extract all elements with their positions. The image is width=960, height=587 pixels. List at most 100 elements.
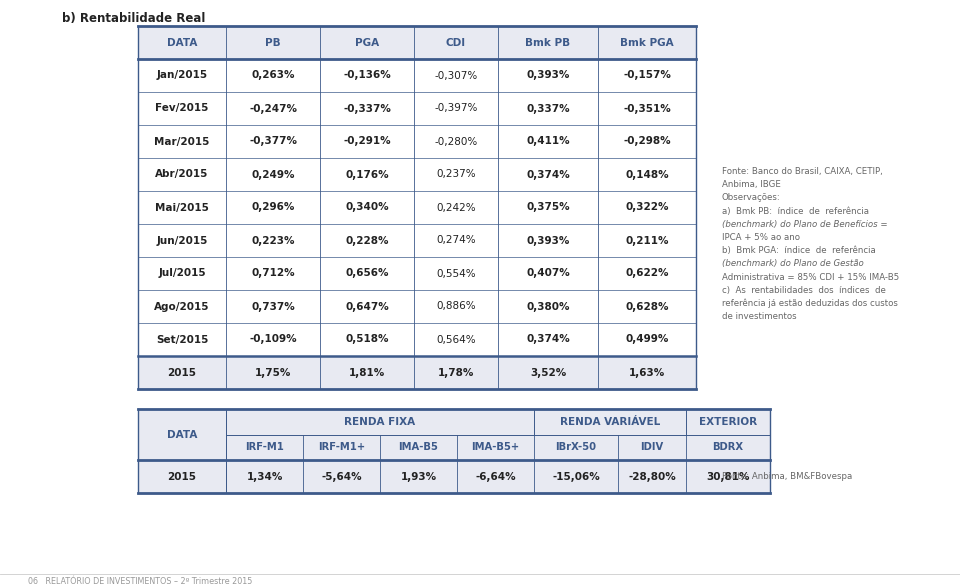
Text: (benchmark) do Plano de Benefícios =: (benchmark) do Plano de Benefícios = xyxy=(722,220,888,229)
Text: 3,52%: 3,52% xyxy=(530,367,566,377)
Text: 0,340%: 0,340% xyxy=(346,203,389,212)
Text: Set/2015: Set/2015 xyxy=(156,335,208,345)
Text: 0,622%: 0,622% xyxy=(625,268,669,278)
Text: 0,223%: 0,223% xyxy=(252,235,295,245)
Text: -0,136%: -0,136% xyxy=(343,70,391,80)
Text: 0,228%: 0,228% xyxy=(346,235,389,245)
Bar xyxy=(226,435,770,460)
Bar xyxy=(138,409,226,460)
Bar xyxy=(138,26,696,59)
Text: b)  Bmk PGA:  índice  de  referência: b) Bmk PGA: índice de referência xyxy=(722,246,876,255)
Text: -15,06%: -15,06% xyxy=(552,471,600,481)
Text: 0,375%: 0,375% xyxy=(526,203,570,212)
Text: -0,397%: -0,397% xyxy=(434,103,478,113)
Text: IMA-B5: IMA-B5 xyxy=(398,443,439,453)
Text: -0,109%: -0,109% xyxy=(250,335,297,345)
Text: Jul/2015: Jul/2015 xyxy=(158,268,205,278)
Text: 30,81%: 30,81% xyxy=(707,471,750,481)
Text: 1,93%: 1,93% xyxy=(400,471,437,481)
Text: IPCA + 5% ao ano: IPCA + 5% ao ano xyxy=(722,233,800,242)
Text: 1,78%: 1,78% xyxy=(438,367,474,377)
Text: IMA-B5+: IMA-B5+ xyxy=(471,443,519,453)
Text: 0,380%: 0,380% xyxy=(526,302,569,312)
Text: 0,242%: 0,242% xyxy=(436,203,476,212)
Text: (benchmark) do Plano de Gestão: (benchmark) do Plano de Gestão xyxy=(722,259,864,268)
Text: Jan/2015: Jan/2015 xyxy=(156,70,207,80)
Text: 0,322%: 0,322% xyxy=(625,203,669,212)
Text: -0,307%: -0,307% xyxy=(434,70,478,80)
Text: -6,64%: -6,64% xyxy=(475,471,516,481)
Text: DATA: DATA xyxy=(167,430,197,440)
Text: 0,647%: 0,647% xyxy=(346,302,389,312)
Text: b) Rentabilidade Real: b) Rentabilidade Real xyxy=(62,12,205,25)
Text: -0,351%: -0,351% xyxy=(623,103,671,113)
Text: DATA: DATA xyxy=(167,38,197,48)
Text: Mar/2015: Mar/2015 xyxy=(155,137,209,147)
Text: 0,712%: 0,712% xyxy=(252,268,295,278)
Text: PB: PB xyxy=(265,38,281,48)
Text: Observações:: Observações: xyxy=(722,193,780,203)
Text: c)  As  rentabilidades  dos  índices  de: c) As rentabilidades dos índices de xyxy=(722,286,886,295)
Text: -5,64%: -5,64% xyxy=(322,471,362,481)
Text: 0,148%: 0,148% xyxy=(625,170,669,180)
Text: 0,274%: 0,274% xyxy=(436,235,476,245)
Text: -0,337%: -0,337% xyxy=(343,103,391,113)
Bar xyxy=(138,356,696,389)
Text: referência já estão deduzidas dos custos: referência já estão deduzidas dos custos xyxy=(722,299,898,309)
Text: 0,628%: 0,628% xyxy=(625,302,669,312)
Text: 0,554%: 0,554% xyxy=(436,268,476,278)
Text: 0,393%: 0,393% xyxy=(526,70,569,80)
Text: 2015: 2015 xyxy=(167,471,197,481)
Text: IBrX-50: IBrX-50 xyxy=(556,443,596,453)
Text: Abr/2015: Abr/2015 xyxy=(156,170,208,180)
Text: 1,34%: 1,34% xyxy=(247,471,282,481)
Text: 2015: 2015 xyxy=(167,367,197,377)
Text: Bmk PB: Bmk PB xyxy=(525,38,570,48)
Text: Ago/2015: Ago/2015 xyxy=(155,302,209,312)
Text: CDI: CDI xyxy=(446,38,466,48)
Text: EXTERIOR: EXTERIOR xyxy=(699,417,757,427)
Text: RENDA FIXA: RENDA FIXA xyxy=(345,417,416,427)
Text: -0,157%: -0,157% xyxy=(623,70,671,80)
Text: 0,237%: 0,237% xyxy=(436,170,476,180)
Text: 0,411%: 0,411% xyxy=(526,137,570,147)
Text: 0,737%: 0,737% xyxy=(252,302,295,312)
Text: -0,377%: -0,377% xyxy=(249,137,297,147)
Text: Mai/2015: Mai/2015 xyxy=(156,203,209,212)
Text: Anbima, IBGE: Anbima, IBGE xyxy=(722,180,780,189)
Text: 0,337%: 0,337% xyxy=(526,103,570,113)
Text: 0,656%: 0,656% xyxy=(346,268,389,278)
Text: 0,263%: 0,263% xyxy=(252,70,295,80)
Text: -0,280%: -0,280% xyxy=(434,137,478,147)
Text: 1,81%: 1,81% xyxy=(348,367,385,377)
Text: de investimentos: de investimentos xyxy=(722,312,797,321)
Text: BDRX: BDRX xyxy=(712,443,744,453)
Text: RENDA VARIÁVEL: RENDA VARIÁVEL xyxy=(560,417,660,427)
Text: Fonte: Anbima, BM&FBovespa: Fonte: Anbima, BM&FBovespa xyxy=(722,472,852,481)
Text: PGA: PGA xyxy=(355,38,379,48)
Text: 0,374%: 0,374% xyxy=(526,335,570,345)
Text: IDIV: IDIV xyxy=(640,443,663,453)
Text: -0,247%: -0,247% xyxy=(249,103,297,113)
Text: 06   RELATÓRIO DE INVESTIMENTOS – 2º Trimestre 2015: 06 RELATÓRIO DE INVESTIMENTOS – 2º Trime… xyxy=(28,576,252,585)
Text: 1,75%: 1,75% xyxy=(254,367,291,377)
Text: Bmk PGA: Bmk PGA xyxy=(620,38,674,48)
Text: Administrativa = 85% CDI + 15% IMA-B5: Administrativa = 85% CDI + 15% IMA-B5 xyxy=(722,272,900,282)
Text: IRF-M1+: IRF-M1+ xyxy=(318,443,365,453)
Text: Fev/2015: Fev/2015 xyxy=(156,103,208,113)
Text: 0,886%: 0,886% xyxy=(436,302,476,312)
Text: 1,63%: 1,63% xyxy=(629,367,665,377)
Text: -0,291%: -0,291% xyxy=(343,137,391,147)
Bar xyxy=(138,460,770,493)
Text: 0,176%: 0,176% xyxy=(346,170,389,180)
Text: 0,518%: 0,518% xyxy=(346,335,389,345)
Text: 0,211%: 0,211% xyxy=(625,235,669,245)
Text: a)  Bmk PB:  índice  de  referência: a) Bmk PB: índice de referência xyxy=(722,207,869,215)
Bar xyxy=(138,409,770,435)
Text: 0,296%: 0,296% xyxy=(252,203,295,212)
Text: IRF-M1: IRF-M1 xyxy=(245,443,284,453)
Text: 0,499%: 0,499% xyxy=(625,335,669,345)
Text: 0,564%: 0,564% xyxy=(436,335,476,345)
Text: 0,393%: 0,393% xyxy=(526,235,569,245)
Text: -0,298%: -0,298% xyxy=(623,137,671,147)
